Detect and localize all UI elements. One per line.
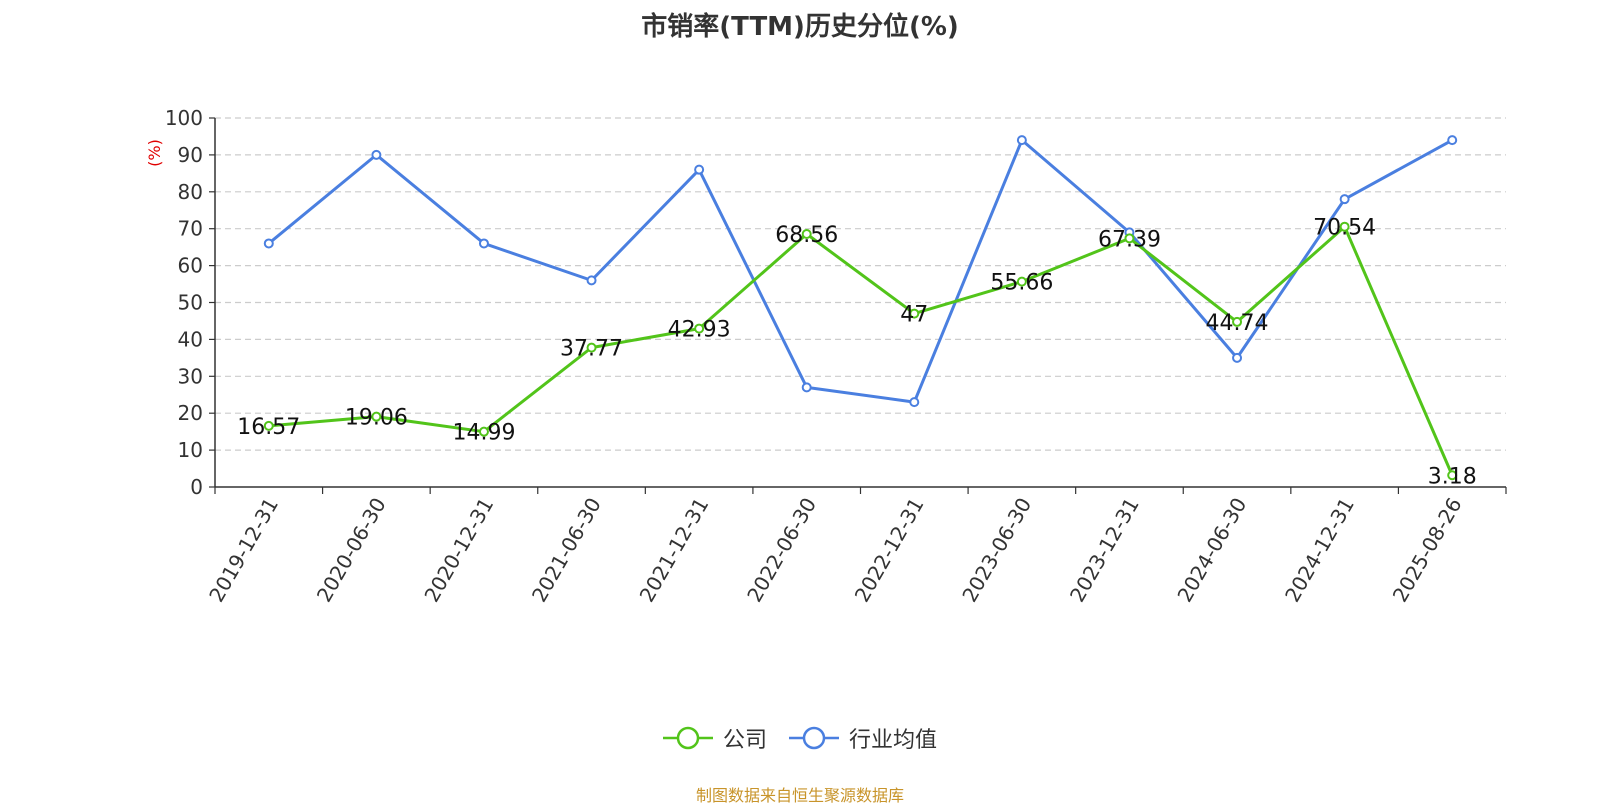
- source-note: 制图数据来自恒生聚源数据库: [695, 786, 904, 805]
- legend-swatch-company: [662, 726, 713, 750]
- y-tick-label: 10: [178, 438, 203, 462]
- data-point-company: [263, 420, 274, 431]
- data-label-company: 44.74: [1206, 311, 1269, 336]
- data-point-company: [371, 411, 382, 422]
- series-line-company: [268, 225, 1454, 476]
- x-tick-label: 2022-06-30: [742, 494, 821, 607]
- chart-title: 市销率(TTM)历史分位(%): [641, 12, 959, 42]
- y-tick-label: 90: [178, 143, 203, 167]
- x-tick-label: 2024-06-30: [1172, 494, 1251, 607]
- x-tick-label: 2025-08-26: [1388, 494, 1467, 607]
- y-tick-label: 30: [178, 364, 203, 388]
- x-tick-label: 2020-12-31: [419, 494, 498, 607]
- data-point-company: [478, 426, 489, 437]
- data-label-company: 68.56: [775, 223, 838, 248]
- data-point-company: [694, 323, 705, 334]
- y-tick-label: 40: [178, 327, 203, 351]
- x-tick-label: 2023-06-30: [957, 494, 1036, 607]
- data-label-company: 47: [900, 303, 928, 328]
- data-point-industry: [801, 382, 812, 393]
- data-label-company: 55.66: [990, 271, 1053, 296]
- x-tick-label: 2022-12-31: [850, 494, 929, 607]
- x-tick-label: 2021-12-31: [635, 494, 714, 607]
- legend: 公司 行业均值: [0, 722, 1600, 754]
- y-tick-label: 70: [178, 217, 203, 241]
- data-labels: 16.57 19.06 14.99 37.77 42.93 68.56 47 55.66 67.…: [237, 216, 1476, 490]
- data-point-industry: [263, 238, 274, 249]
- data-point-company: [586, 342, 597, 353]
- x-tick-label: 2021-06-30: [527, 494, 606, 607]
- x-tick-label: 2024-12-31: [1280, 494, 1359, 607]
- data-point-industry: [694, 164, 705, 175]
- data-point-company: [1124, 233, 1135, 244]
- data-point-industry: [1016, 135, 1027, 146]
- data-label-company: 37.77: [560, 337, 623, 362]
- series-lines: [263, 135, 1458, 481]
- data-point-industry: [909, 397, 920, 408]
- data-label-company: 70.54: [1313, 216, 1376, 241]
- x-tick-label: 2020-06-30: [312, 494, 391, 607]
- data-point-company: [801, 229, 812, 240]
- legend-item-industry[interactable]: 行业均值: [789, 722, 937, 754]
- axes: 0 10 20 30 40 50 60 70 80 90 100(%) 2019-12-31 2020-…: [145, 106, 1507, 607]
- data-point-industry: [371, 149, 382, 160]
- data-point-industry: [1232, 352, 1243, 363]
- data-label-company: 16.57: [237, 415, 300, 440]
- series-line-industry: [267, 138, 1453, 404]
- legend-label-industry: 行业均值: [849, 728, 938, 753]
- data-label-company: 19.06: [345, 406, 408, 431]
- legend-label-company: 公司: [722, 728, 767, 753]
- y-axis-unit-label: (%): [145, 139, 164, 167]
- data-point-industry: [1339, 194, 1350, 205]
- data-label-company: 14.99: [452, 421, 515, 446]
- data-point-company: [1447, 470, 1458, 481]
- data-point-industry: [1447, 135, 1458, 146]
- y-tick-label: 80: [178, 180, 203, 204]
- data-label-company: 67.39: [1098, 227, 1161, 252]
- x-tick-label: 2019-12-31: [204, 494, 283, 607]
- y-tick-label: 0: [190, 475, 203, 499]
- y-tick-label: 100: [165, 106, 203, 130]
- y-tick-label: 20: [178, 401, 203, 425]
- data-label-company: 3.18: [1428, 464, 1477, 489]
- grid-lines: [215, 117, 1506, 451]
- y-tick-label: 60: [178, 254, 203, 278]
- data-point-company: [1339, 221, 1350, 232]
- data-label-company: 42.93: [668, 318, 731, 343]
- data-point-industry: [586, 275, 597, 286]
- data-point-company: [1232, 316, 1243, 327]
- data-point-company: [1016, 276, 1027, 287]
- x-tick-label: 2023-12-31: [1065, 494, 1144, 607]
- legend-swatch-industry: [789, 726, 839, 750]
- y-tick-label: 50: [178, 291, 203, 315]
- data-point-industry: [478, 238, 489, 249]
- legend-item-company[interactable]: 公司: [662, 722, 767, 754]
- data-point-company: [909, 308, 920, 319]
